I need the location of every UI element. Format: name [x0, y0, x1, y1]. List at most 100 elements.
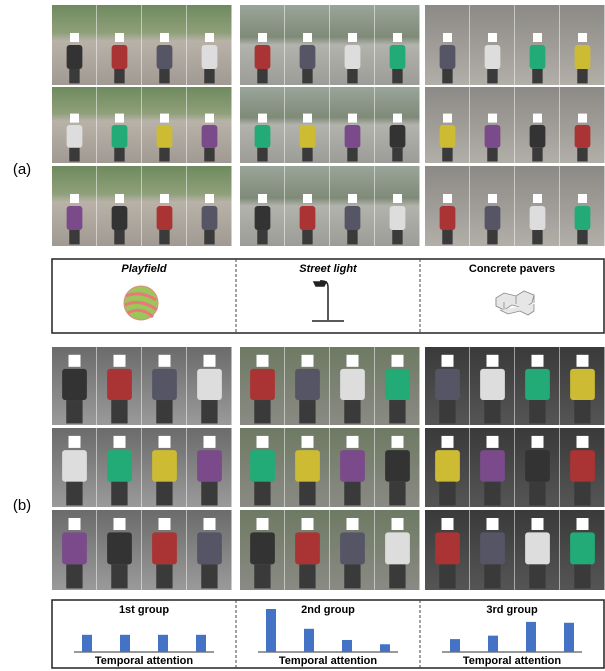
person-legs	[439, 564, 456, 589]
person-legs	[487, 147, 498, 162]
person-legs	[484, 481, 501, 506]
person-legs	[529, 564, 546, 589]
face-mask	[578, 33, 587, 42]
face-mask	[531, 518, 544, 530]
person-legs	[114, 147, 125, 162]
person	[62, 368, 87, 401]
panel-label: (a)	[13, 161, 31, 178]
person-legs	[389, 400, 406, 424]
face-mask	[576, 354, 589, 367]
person	[201, 45, 218, 69]
person-legs	[159, 147, 170, 162]
person	[385, 532, 410, 565]
face-mask	[256, 435, 269, 448]
face-mask	[256, 354, 269, 367]
face-mask	[68, 354, 81, 367]
face-mask	[158, 354, 171, 367]
person	[66, 125, 83, 148]
x-axis-label: Temporal attention	[95, 655, 193, 667]
group-title: 2nd group	[301, 604, 355, 616]
face-mask	[391, 354, 404, 367]
person	[111, 206, 128, 230]
person	[389, 125, 406, 148]
face-mask	[488, 194, 497, 203]
person	[344, 206, 361, 230]
face-mask	[348, 113, 357, 123]
face-mask	[115, 194, 124, 203]
person	[435, 450, 460, 482]
person	[107, 532, 132, 565]
person-legs	[577, 147, 588, 162]
person-legs	[257, 230, 268, 245]
person-legs	[389, 564, 406, 589]
person-legs	[302, 230, 313, 245]
person	[570, 368, 595, 401]
person-legs	[577, 69, 588, 84]
face-mask	[441, 518, 454, 530]
person	[344, 45, 361, 69]
person	[295, 368, 320, 401]
person-legs	[299, 564, 316, 589]
person	[254, 206, 271, 230]
person-legs	[344, 481, 361, 506]
person	[197, 450, 222, 482]
face-mask	[205, 33, 214, 42]
face-mask	[113, 518, 126, 530]
person-legs	[439, 400, 456, 424]
street-light-icon	[312, 280, 344, 322]
person	[570, 450, 595, 482]
bar	[120, 634, 130, 652]
face-mask	[393, 194, 402, 203]
person	[389, 206, 406, 230]
person-legs	[69, 230, 80, 245]
pavers-icon	[495, 290, 535, 316]
person	[197, 532, 222, 565]
person	[66, 206, 83, 230]
person	[484, 206, 501, 230]
person	[529, 45, 546, 69]
face-mask	[70, 113, 79, 123]
person-legs	[487, 230, 498, 245]
person-legs	[392, 69, 403, 84]
face-mask	[346, 435, 359, 448]
person	[435, 368, 460, 401]
face-mask	[393, 113, 402, 123]
person-legs	[114, 230, 125, 245]
person	[529, 206, 546, 230]
face-mask	[578, 113, 587, 123]
person	[385, 450, 410, 482]
bar	[526, 621, 536, 652]
person-legs	[484, 400, 501, 424]
person-legs	[347, 69, 358, 84]
person	[574, 45, 591, 69]
person	[529, 125, 546, 148]
face-mask	[115, 33, 124, 42]
face-mask	[393, 33, 402, 42]
face-mask	[303, 33, 312, 42]
person-legs	[254, 564, 271, 589]
face-mask	[443, 33, 452, 42]
person	[480, 532, 505, 565]
person	[156, 45, 173, 69]
person	[295, 450, 320, 482]
bar	[380, 644, 390, 652]
person	[344, 125, 361, 148]
person-legs	[302, 147, 313, 162]
person-legs	[69, 69, 80, 84]
face-mask	[486, 435, 499, 448]
person	[107, 450, 132, 482]
person-legs	[156, 400, 173, 424]
panel-label: (b)	[13, 497, 31, 514]
person-legs	[299, 481, 316, 506]
face-mask	[160, 33, 169, 42]
face-mask	[113, 435, 126, 448]
face-mask	[391, 518, 404, 530]
person	[385, 368, 410, 401]
bar	[488, 635, 498, 652]
person-legs	[442, 147, 453, 162]
scene-title: Street light	[299, 263, 358, 275]
person-legs	[574, 400, 591, 424]
face-mask	[258, 194, 267, 203]
face-mask	[158, 518, 171, 530]
